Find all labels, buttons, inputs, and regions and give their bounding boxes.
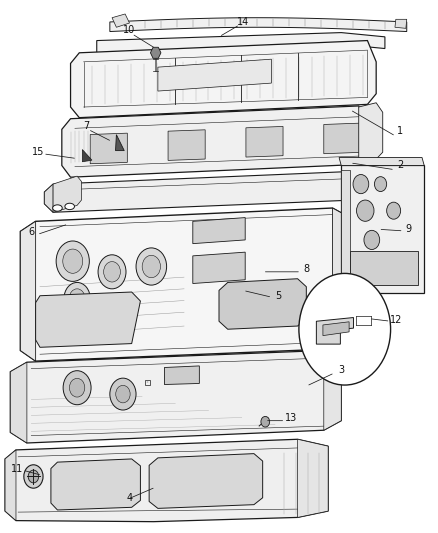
Circle shape — [357, 200, 374, 221]
Text: 4: 4 — [127, 492, 133, 503]
Circle shape — [69, 289, 85, 308]
Polygon shape — [71, 41, 376, 118]
Text: 9: 9 — [406, 224, 412, 235]
Polygon shape — [164, 366, 199, 384]
Polygon shape — [11, 362, 27, 443]
Polygon shape — [51, 459, 141, 510]
Text: 14: 14 — [237, 17, 249, 27]
Text: 3: 3 — [338, 365, 344, 375]
Circle shape — [142, 255, 160, 278]
Polygon shape — [324, 351, 341, 430]
Text: 11: 11 — [11, 464, 23, 473]
Polygon shape — [324, 123, 361, 154]
Polygon shape — [90, 133, 127, 164]
Text: 5: 5 — [275, 290, 281, 301]
Text: 12: 12 — [390, 314, 402, 325]
Polygon shape — [62, 106, 367, 177]
Text: 10: 10 — [124, 25, 136, 35]
Polygon shape — [246, 126, 283, 157]
Circle shape — [261, 416, 270, 427]
Polygon shape — [158, 59, 272, 91]
Circle shape — [116, 385, 130, 403]
Polygon shape — [341, 169, 350, 289]
Circle shape — [64, 282, 90, 314]
Text: 13: 13 — [285, 413, 297, 423]
Polygon shape — [149, 454, 263, 508]
Circle shape — [56, 241, 89, 281]
Circle shape — [364, 230, 380, 249]
Circle shape — [69, 378, 85, 397]
Polygon shape — [35, 292, 141, 348]
Circle shape — [136, 248, 166, 285]
Text: 8: 8 — [303, 264, 309, 274]
Polygon shape — [53, 176, 81, 212]
Circle shape — [387, 202, 401, 219]
Ellipse shape — [65, 203, 74, 209]
Ellipse shape — [53, 205, 62, 211]
Polygon shape — [116, 135, 124, 151]
Polygon shape — [193, 217, 245, 244]
Text: 15: 15 — [32, 147, 44, 157]
Text: 1: 1 — [397, 126, 403, 136]
Polygon shape — [112, 14, 130, 27]
Text: 2: 2 — [397, 160, 403, 171]
Polygon shape — [20, 221, 35, 361]
Polygon shape — [82, 150, 92, 162]
Circle shape — [353, 174, 369, 193]
Polygon shape — [297, 439, 328, 518]
Polygon shape — [5, 450, 16, 521]
Polygon shape — [11, 351, 341, 443]
Polygon shape — [110, 18, 407, 31]
Polygon shape — [341, 165, 424, 293]
Circle shape — [110, 378, 136, 410]
Polygon shape — [219, 279, 306, 329]
Circle shape — [104, 262, 120, 282]
Text: 6: 6 — [28, 227, 34, 237]
Circle shape — [63, 249, 83, 273]
Circle shape — [63, 370, 91, 405]
Text: 7: 7 — [83, 120, 89, 131]
Polygon shape — [150, 47, 161, 58]
Polygon shape — [332, 208, 350, 349]
Polygon shape — [359, 103, 383, 165]
Circle shape — [374, 176, 387, 191]
Circle shape — [28, 470, 39, 483]
Polygon shape — [339, 158, 424, 165]
Polygon shape — [168, 130, 205, 160]
Polygon shape — [44, 184, 53, 212]
Polygon shape — [193, 252, 245, 284]
Circle shape — [299, 273, 391, 385]
Polygon shape — [44, 172, 350, 212]
Polygon shape — [20, 208, 350, 361]
Polygon shape — [323, 322, 349, 336]
Polygon shape — [316, 318, 353, 344]
Polygon shape — [5, 439, 328, 522]
Circle shape — [24, 465, 43, 488]
Polygon shape — [395, 19, 407, 28]
Circle shape — [98, 255, 126, 289]
Polygon shape — [97, 33, 385, 53]
Polygon shape — [350, 251, 418, 285]
